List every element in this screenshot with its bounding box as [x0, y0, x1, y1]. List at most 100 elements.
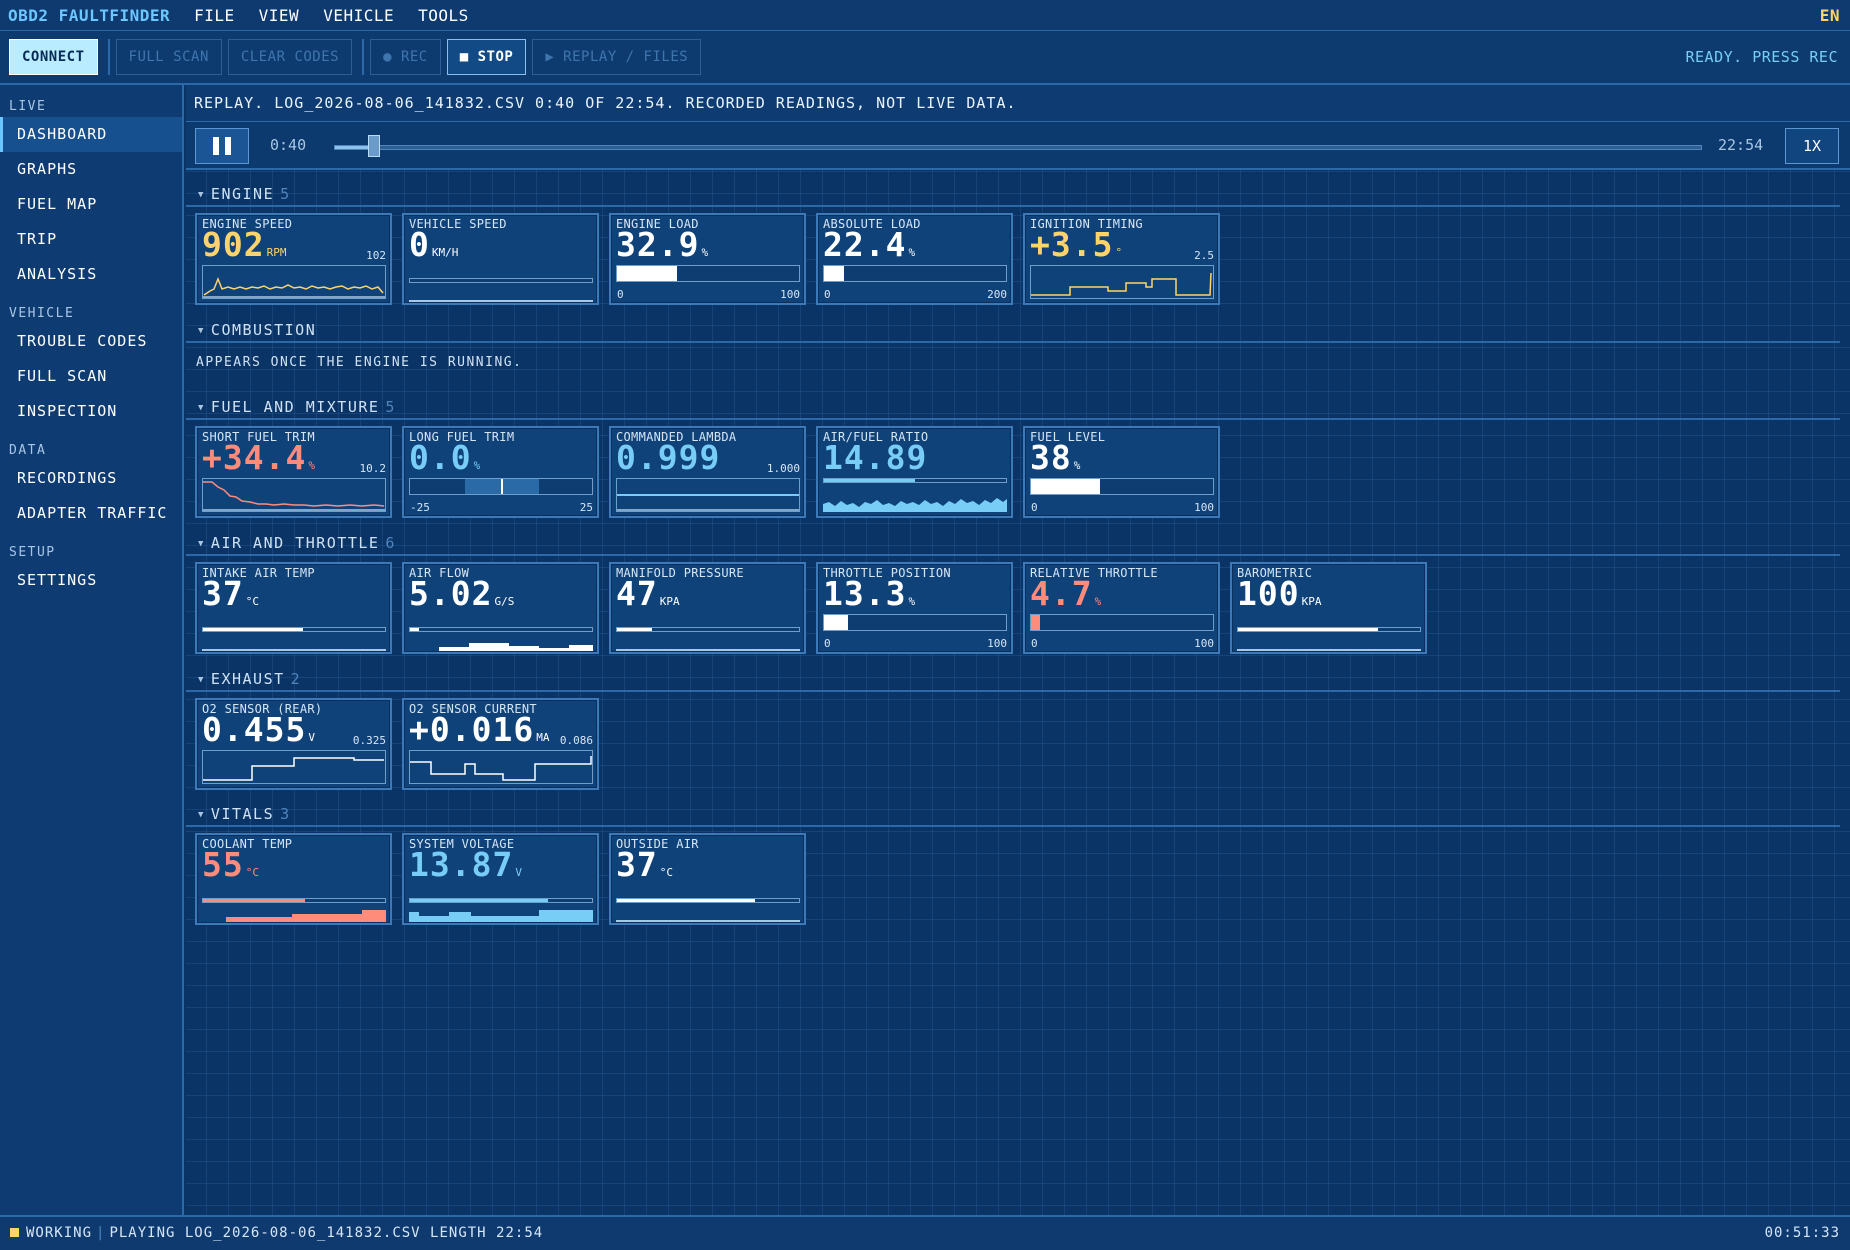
language-switch[interactable]: EN — [1819, 5, 1840, 25]
menu-view[interactable]: VIEW — [258, 5, 300, 25]
scale-min: -25 — [410, 501, 430, 514]
replay-seek-handle[interactable] — [367, 135, 380, 157]
toolbar-divider — [107, 39, 110, 75]
replay-seek-track[interactable] — [334, 145, 1702, 150]
sidebar-item-trip[interactable]: TRIP — [17, 230, 58, 248]
sidebar-group-vehicle: VEHICLE — [9, 306, 75, 321]
replay-banner: REPLAY. LOG_2026-08-06_141832.CSV 0:40 O… — [186, 85, 1850, 122]
card-value: 55 °C — [202, 845, 259, 884]
sidebar-item-analysis[interactable]: ANALYSIS — [17, 265, 98, 283]
card-fuel-level[interactable]: FUEL LEVEL 38% 0 100 — [1023, 426, 1220, 518]
record-button[interactable]: ● REC — [370, 39, 441, 75]
card-intake-air-temp[interactable]: INTAKE AIR TEMP 37 °C — [195, 562, 392, 654]
pause-button[interactable] — [195, 128, 249, 164]
playback-speed-button[interactable]: 1X — [1785, 128, 1839, 164]
section-title: VITALS — [210, 805, 275, 823]
sidebar-item-adapter-traffic[interactable]: ADAPTER TRAFFIC — [17, 504, 168, 522]
section-vitals[interactable]: ▼ VITALS 3 — [186, 805, 1840, 827]
sidebar-group-data: DATA — [9, 443, 47, 458]
sidebar-item-inspection[interactable]: INSPECTION — [17, 402, 118, 420]
toolbar: CONNECT FULL SCAN CLEAR CODES ● REC ■ ST… — [0, 31, 1850, 85]
status-state: WORKING — [26, 1225, 93, 1241]
status-clock: 00:51:33 — [1764, 1225, 1840, 1241]
sidebar-item-recordings[interactable]: RECORDINGS — [17, 469, 118, 487]
scale-max: 100 — [1194, 501, 1214, 514]
section-fuel-and-mixture[interactable]: ▼ FUEL AND MIXTURE 5 — [186, 398, 1840, 420]
collapse-caret-icon: ▼ — [198, 403, 205, 413]
card-ignition-timing[interactable]: IGNITION TIMING +3.5 ° 2.5 — [1023, 213, 1220, 305]
card-label: SHORT FUEL TRIM — [202, 430, 315, 444]
menu-tools[interactable]: TOOLS — [418, 5, 469, 25]
card-value: 32.9% — [616, 225, 709, 264]
card-manifold-pressure[interactable]: MANIFOLD PRESSURE 47 KPA — [609, 562, 806, 654]
sidebar-item-dashboard[interactable]: DASHBOARD — [0, 117, 182, 152]
card-relative-throttle[interactable]: RELATIVE THROTTLE 4.7% 0 100 — [1023, 562, 1220, 654]
card-label: AIR/FUEL RATIO — [823, 430, 929, 444]
sidebar-item-settings[interactable]: SETTINGS — [17, 571, 98, 589]
sidebar-item-graphs[interactable]: GRAPHS — [17, 160, 78, 178]
card-engine-load[interactable]: ENGINE LOAD 32.9% 0 100 — [609, 213, 806, 305]
sidebar-group-setup: SETUP — [9, 545, 56, 560]
card-vehicle-speed[interactable]: VEHICLE SPEED 0 KM/H — [402, 213, 599, 305]
sparkline — [616, 478, 800, 512]
section-engine[interactable]: ▼ ENGINE 5 — [186, 185, 1840, 207]
card-engine-speed[interactable]: ENGINE SPEED 902 RPM 102 — [195, 213, 392, 305]
section-title: FUEL AND MIXTURE — [210, 398, 380, 416]
sidebar-item-trouble-codes[interactable]: TROUBLE CODES — [17, 332, 148, 350]
card-label: O2 SENSOR CURRENT — [409, 702, 537, 716]
card-coolant-temp[interactable]: COOLANT TEMP 55 °C — [195, 833, 392, 925]
card-short-fuel-trim[interactable]: SHORT FUEL TRIM +34.4% 10.2 — [195, 426, 392, 518]
section-note: APPEARS ONCE THE ENGINE IS RUNNING. — [196, 355, 523, 370]
card-commanded-lambda[interactable]: COMMANDED LAMBDA 0.999 1.000 — [609, 426, 806, 518]
collapse-caret-icon: ▼ — [198, 810, 205, 820]
section-combustion[interactable]: ▼ COMBUSTION — [186, 321, 1840, 343]
level-bar — [616, 627, 800, 632]
level-bar — [409, 278, 593, 283]
card-barometric[interactable]: BAROMETRIC 100 KPA — [1230, 562, 1427, 654]
menu-vehicle[interactable]: VEHICLE — [323, 5, 395, 25]
section-air-and-throttle[interactable]: ▼ AIR AND THROTTLE 6 — [186, 534, 1840, 556]
dashboard-main: REPLAY. LOG_2026-08-06_141832.CSV 0:40 O… — [186, 85, 1850, 1215]
card-value: 0.455 V — [202, 710, 315, 749]
status-message: PLAYING LOG_2026-08-06_141832.CSV LENGTH… — [109, 1225, 544, 1241]
collapse-caret-icon: ▼ — [198, 539, 205, 549]
card-absolute-load[interactable]: ABSOLUTE LOAD 22.4% 0 200 — [816, 213, 1013, 305]
sidebar: LIVE DASHBOARD GRAPHS FUEL MAP TRIP ANAL… — [0, 85, 184, 1215]
sidebar-item-full-scan[interactable]: FULL SCAN — [17, 367, 108, 385]
card-label: INTAKE AIR TEMP — [202, 566, 315, 580]
menu-bar: OBD2 FAULTFINDER FILE VIEW VEHICLE TOOLS… — [0, 0, 1850, 31]
card-outside-air[interactable]: OUTSIDE AIR 37 °C — [609, 833, 806, 925]
clear-codes-button[interactable]: CLEAR CODES — [227, 39, 353, 75]
sidebar-item-fuel-map[interactable]: FUEL MAP — [17, 195, 98, 213]
card-air-flow[interactable]: AIR FLOW 5.02 G/S — [402, 562, 599, 654]
connect-button[interactable]: CONNECT — [9, 39, 98, 75]
card-value: 0 KM/H — [409, 225, 459, 264]
full-scan-button[interactable]: FULL SCAN — [115, 39, 222, 75]
card-o2-sensor-current[interactable]: O2 SENSOR CURRENT +0.016 MA 0.086 — [402, 698, 599, 790]
center-bar — [409, 478, 593, 495]
card-label: COOLANT TEMP — [202, 837, 293, 851]
sparkline — [202, 478, 386, 512]
sparkline — [823, 498, 1007, 512]
card-air-fuel-ratio[interactable]: AIR/FUEL RATIO 14.89 — [816, 426, 1013, 518]
collapse-caret-icon: ▼ — [198, 190, 205, 200]
menu-file[interactable]: FILE — [194, 5, 235, 25]
card-system-voltage[interactable]: SYSTEM VOLTAGE 13.87 V — [402, 833, 599, 925]
section-exhaust[interactable]: ▼ EXHAUST 2 — [186, 670, 1840, 692]
level-bar — [409, 898, 593, 903]
level-bar — [202, 627, 386, 632]
scale-min: 0 — [824, 637, 831, 650]
scale-min: 0 — [617, 288, 624, 301]
replay-files-button[interactable]: ▶ REPLAY / FILES — [532, 39, 702, 75]
card-label: LONG FUEL TRIM — [409, 430, 515, 444]
section-title: COMBUSTION — [210, 321, 317, 339]
scale-max: 100 — [780, 288, 800, 301]
card-value: 4.7% — [1030, 574, 1102, 613]
card-long-fuel-trim[interactable]: LONG FUEL TRIM 0.0% -25 25 — [402, 426, 599, 518]
card-value: 0.999 — [616, 438, 721, 477]
section-count: 5 — [280, 185, 291, 203]
card-o2-sensor-rear[interactable]: O2 SENSOR (REAR) 0.455 V 0.325 — [195, 698, 392, 790]
card-throttle-position[interactable]: THROTTLE POSITION 13.3% 0 100 — [816, 562, 1013, 654]
stop-button[interactable]: ■ STOP — [446, 39, 527, 75]
card-value: 902 RPM — [202, 225, 287, 264]
